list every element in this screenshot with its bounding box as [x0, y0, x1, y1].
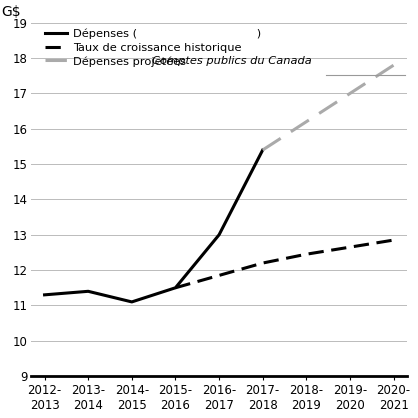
Text: Comptes publics du Canada: Comptes publics du Canada	[152, 56, 312, 66]
Legend: Dépenses (                                 ), Taux de croissance historique, Dép: Dépenses ( ), Taux de croissance histori…	[45, 28, 261, 66]
Text: G$: G$	[1, 5, 21, 19]
